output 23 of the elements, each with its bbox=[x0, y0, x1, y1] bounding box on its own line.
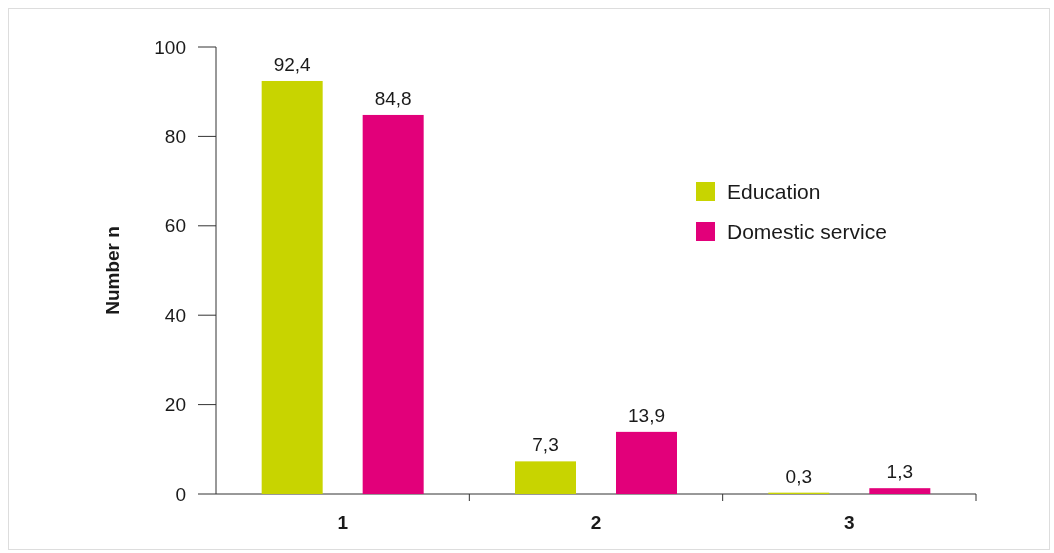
legend-label: Education bbox=[727, 180, 821, 204]
bar bbox=[261, 80, 323, 494]
legend-label: Domestic service bbox=[727, 220, 887, 244]
data-label: 92,4 bbox=[273, 53, 312, 75]
data-label: 84,8 bbox=[374, 87, 412, 109]
y-axis-title: Number n bbox=[102, 226, 123, 315]
x-tick-label: 3 bbox=[844, 512, 855, 533]
data-label: 0,3 bbox=[785, 465, 813, 487]
data-label: 7,3 bbox=[532, 434, 559, 456]
data-label: 13,9 bbox=[628, 404, 665, 426]
y-tick-label: 40 bbox=[164, 304, 186, 326]
bar bbox=[515, 461, 576, 494]
bar bbox=[362, 114, 424, 494]
y-tick-label: 60 bbox=[164, 215, 186, 237]
y-tick-label: 20 bbox=[164, 394, 186, 416]
y-tick-label: 0 bbox=[175, 483, 186, 505]
x-tick-label: 1 bbox=[337, 512, 349, 533]
y-tick-label: 80 bbox=[164, 126, 186, 148]
x-tick-label: 2 bbox=[590, 512, 602, 533]
data-label: 1,3 bbox=[886, 461, 914, 483]
y-tick-label: 100 bbox=[154, 36, 186, 58]
bar bbox=[869, 488, 931, 494]
bar bbox=[616, 431, 677, 494]
